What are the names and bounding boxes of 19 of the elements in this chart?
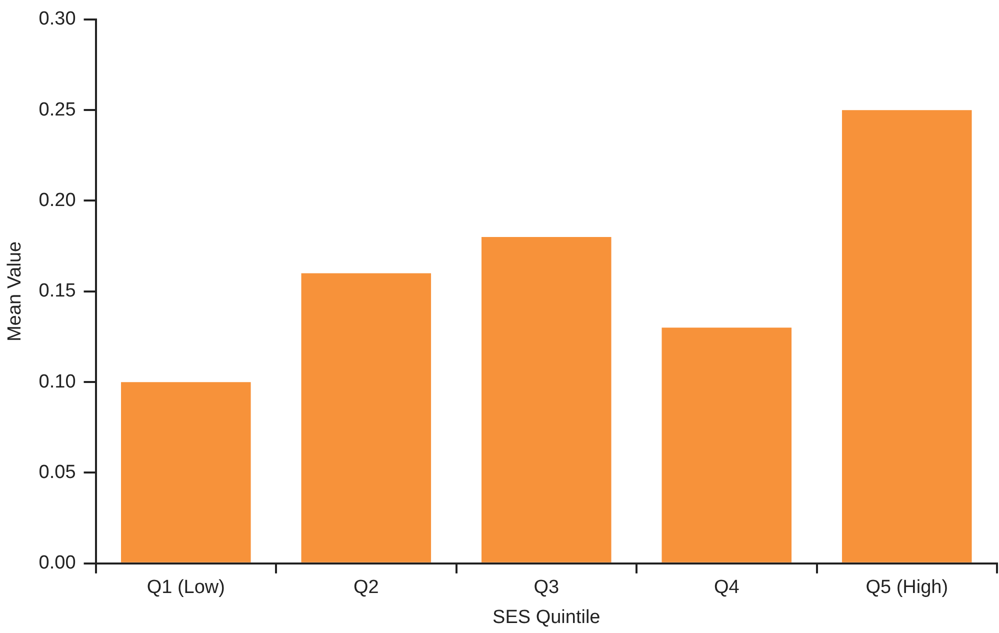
y-tick-label: 0.25 bbox=[38, 99, 76, 120]
x-tick-label: Q4 bbox=[714, 577, 740, 598]
x-tick-label: Q2 bbox=[353, 577, 379, 598]
y-tick-label: 0.00 bbox=[38, 552, 76, 574]
bar bbox=[842, 110, 972, 562]
y-axis-title: Mean Value bbox=[4, 241, 26, 342]
x-tick-label: Q3 bbox=[534, 577, 560, 598]
bar bbox=[301, 273, 432, 562]
x-tick-label: Q1 (Low) bbox=[146, 577, 225, 598]
x-axis-title: SES Quintile bbox=[492, 606, 600, 628]
y-tick-label: 0.20 bbox=[38, 190, 76, 211]
y-tick-label: 0.05 bbox=[38, 462, 76, 483]
bar bbox=[662, 328, 792, 562]
y-tick-label: 0.10 bbox=[38, 371, 76, 392]
bar bbox=[482, 237, 612, 562]
bar bbox=[121, 382, 251, 562]
y-tick-label: 0.30 bbox=[38, 8, 76, 30]
y-tick-label: 0.15 bbox=[38, 280, 76, 302]
x-tick-label: Q5 (High) bbox=[866, 577, 948, 598]
